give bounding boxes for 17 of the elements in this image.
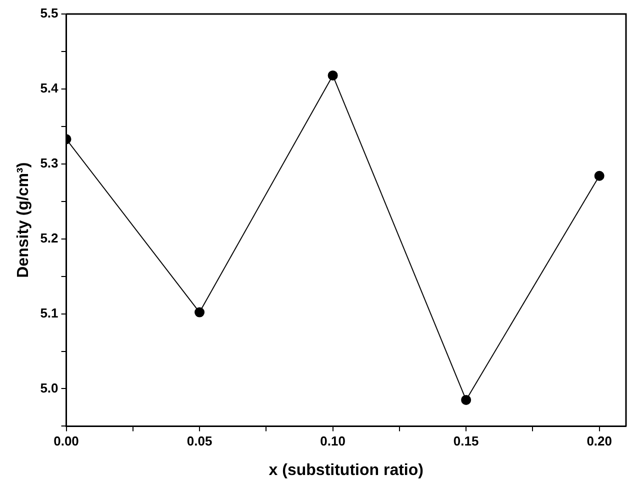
- y-tick-label: 5.4: [40, 80, 60, 96]
- y-axis-title: Density (g/cm³): [15, 162, 32, 278]
- point: [461, 394, 472, 405]
- x-tick-label: 0.05: [186, 434, 212, 449]
- y-tick-label: 5.5: [40, 6, 58, 21]
- x-tick-label: 0.00: [54, 434, 79, 449]
- x-axis-title: x (substitution ratio): [268, 462, 424, 479]
- y-tick-label: 5.0: [40, 380, 58, 396]
- y-tick-label: 5.1: [40, 305, 58, 320]
- x-tick-label: 0.10: [320, 434, 346, 449]
- point: [328, 70, 338, 80]
- y-tick-label: 5.3: [40, 155, 58, 170]
- point: [194, 307, 205, 318]
- y-tick-label: 5.2: [40, 230, 58, 246]
- x-tick-label: 0.15: [453, 434, 479, 449]
- x-tick-label: 0.20: [586, 434, 612, 449]
- point: [594, 170, 604, 181]
